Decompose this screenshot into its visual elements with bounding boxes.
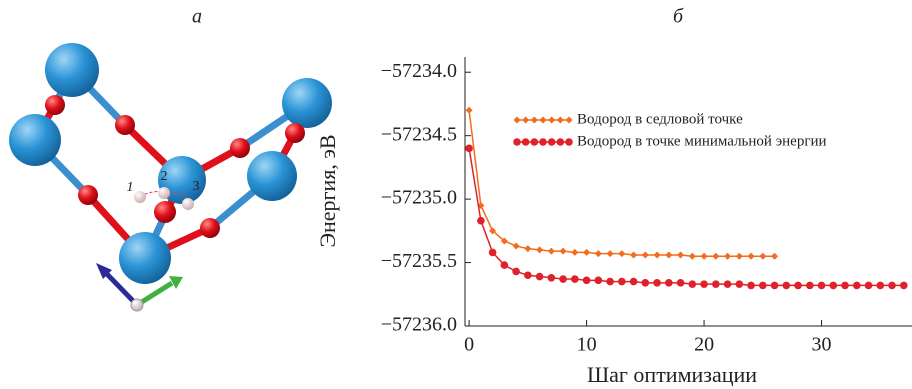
- point: [665, 251, 672, 258]
- point: [489, 249, 497, 257]
- legend-marker: [548, 117, 555, 124]
- point: [607, 250, 614, 257]
- point: [701, 253, 708, 260]
- legend-marker: [548, 138, 556, 146]
- legend-marker: [531, 138, 539, 146]
- figure: а б 1 2 3 Энерг: [0, 0, 912, 389]
- point: [829, 282, 837, 290]
- point: [477, 217, 485, 225]
- legend-label: Водород в точке минимальной энергии: [577, 133, 827, 149]
- legend-marker: [513, 138, 521, 146]
- point: [653, 279, 661, 287]
- point: [841, 282, 849, 290]
- point: [865, 282, 873, 290]
- point: [524, 245, 531, 252]
- legend-marker: [565, 138, 573, 146]
- x-tick-label: 10: [577, 334, 597, 356]
- point: [782, 282, 790, 290]
- point: [642, 279, 650, 287]
- point: [888, 282, 896, 290]
- point: [876, 282, 884, 290]
- point: [583, 249, 590, 256]
- legend-marker: [566, 117, 573, 124]
- point: [513, 243, 520, 250]
- point: [759, 282, 767, 290]
- point: [642, 251, 649, 258]
- x-tick-label: 0: [464, 334, 474, 356]
- point: [736, 280, 744, 288]
- point: [794, 282, 802, 290]
- series-line: [469, 110, 774, 256]
- point: [595, 277, 603, 285]
- point: [571, 249, 578, 256]
- legend-label: Водород в седловой точке: [577, 111, 743, 127]
- point: [618, 278, 626, 286]
- point: [466, 107, 473, 114]
- x-tick-label: 20: [694, 334, 714, 356]
- point: [712, 253, 719, 260]
- point: [677, 251, 684, 258]
- legend-marker: [539, 138, 547, 146]
- point: [806, 282, 814, 290]
- legend-marker: [531, 117, 538, 124]
- point: [853, 282, 861, 290]
- structure: [9, 43, 332, 311]
- point: [689, 280, 697, 288]
- atom-label: 3: [193, 179, 200, 194]
- point: [560, 248, 567, 255]
- point: [559, 275, 567, 283]
- panel-label: б: [673, 6, 684, 28]
- point: [501, 261, 509, 269]
- x-tick-label: 30: [812, 334, 832, 356]
- panel-label: а: [192, 6, 202, 28]
- legend-marker: [557, 138, 565, 146]
- legend-marker: [522, 117, 529, 124]
- atom-label: 2: [161, 169, 168, 184]
- point: [571, 275, 579, 283]
- point: [724, 280, 732, 288]
- legend-marker: [514, 117, 521, 124]
- point: [595, 250, 602, 257]
- point: [665, 279, 673, 287]
- y-axis-label: Энергия, эВ: [315, 134, 340, 247]
- point: [677, 279, 685, 287]
- legend-marker: [557, 117, 564, 124]
- point: [536, 246, 543, 253]
- y-tick-label: −57234.5: [381, 123, 457, 145]
- point: [700, 280, 708, 288]
- point: [512, 268, 520, 276]
- point: [618, 250, 625, 257]
- y-tick-label: −57236.0: [381, 314, 457, 336]
- point: [583, 277, 591, 285]
- point: [900, 282, 908, 290]
- point: [759, 253, 766, 260]
- point: [771, 282, 779, 290]
- point: [606, 278, 614, 286]
- point: [536, 273, 544, 281]
- point: [630, 251, 637, 258]
- point: [548, 248, 555, 255]
- legend-marker: [540, 117, 547, 124]
- x-axis-label: Шаг оптимизации: [587, 362, 757, 387]
- y-tick-label: −57235.0: [381, 187, 457, 209]
- point: [724, 253, 731, 260]
- atom-label: 1: [127, 180, 134, 195]
- series-line: [469, 148, 904, 285]
- point: [465, 145, 473, 153]
- point: [524, 271, 532, 279]
- point: [548, 274, 556, 282]
- point: [736, 253, 743, 260]
- point: [654, 251, 661, 258]
- point: [748, 253, 755, 260]
- point: [818, 282, 826, 290]
- point: [630, 278, 638, 286]
- point: [712, 280, 720, 288]
- point: [771, 253, 778, 260]
- y-tick-label: −57234.0: [381, 60, 457, 82]
- y-tick-label: −57235.5: [381, 250, 457, 272]
- point: [689, 253, 696, 260]
- point: [747, 282, 755, 290]
- legend-marker: [522, 138, 530, 146]
